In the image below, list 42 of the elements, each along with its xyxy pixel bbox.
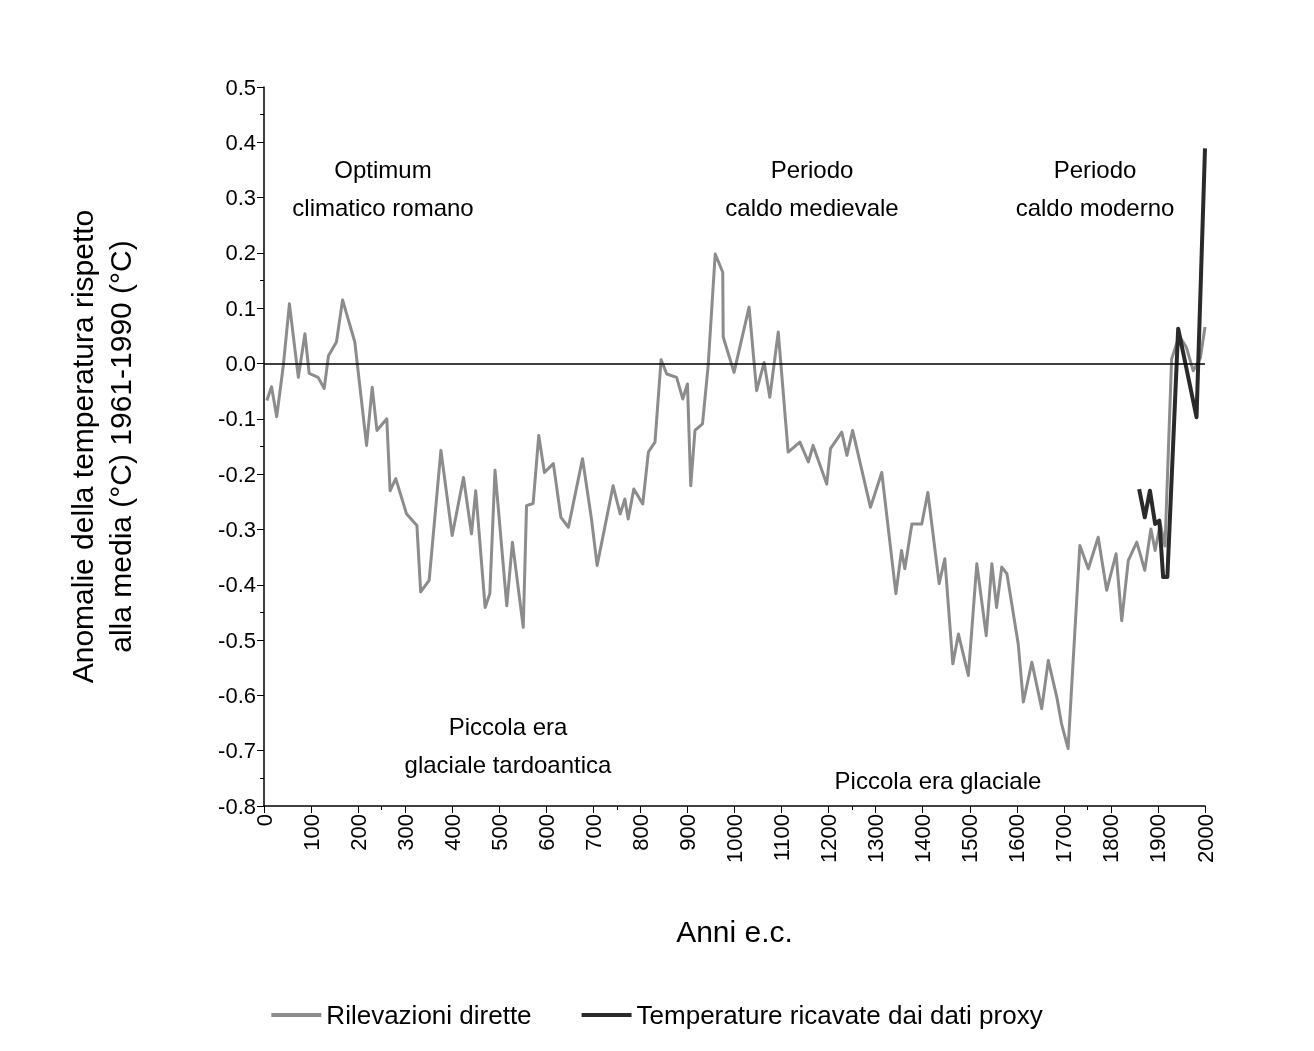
x-tick-label: 300: [392, 814, 418, 851]
y-axis-title: Anomalie della temperatura rispetto alla media (°C) 1961-1990 (°C): [65, 209, 137, 684]
y-tick-label: 0.5: [225, 74, 256, 100]
x-tick-label: 800: [627, 814, 653, 851]
y-tick-label: 0.0: [225, 351, 256, 377]
x-tick-label: 700: [580, 814, 606, 851]
y-tick-label: -0.4: [218, 572, 256, 598]
x-tick-label: 1700: [1051, 814, 1077, 863]
x-tick-label: 1000: [722, 814, 747, 863]
x-axis-title: Anni e.c.: [676, 914, 793, 948]
x-tick-label: 600: [533, 814, 559, 851]
x-tick-label: 1800: [1098, 814, 1124, 863]
annotation: Periodo caldo medievale: [725, 155, 899, 221]
y-tick-label: 0.3: [225, 185, 256, 211]
y-tick-label: 0.1: [225, 295, 256, 321]
y-tick-label: -0.2: [218, 461, 256, 487]
annotation: Periodo caldo moderno: [1015, 155, 1175, 221]
x-tick-label: 1400: [910, 814, 936, 863]
annotation: Piccola era glaciale tardoantica: [404, 712, 613, 778]
x-tick-label: 1200: [816, 814, 842, 863]
x-tick-label: 100: [298, 814, 324, 851]
x-tick-label: 1100: [769, 814, 795, 862]
x-tick-label: 2000: [1192, 814, 1218, 863]
legend-label: Rilevazioni dirette: [326, 1000, 532, 1030]
y-tick-label: -0.6: [218, 682, 256, 708]
x-tick-label: 500: [486, 814, 512, 851]
x-tick-label: 1900: [1145, 814, 1171, 863]
x-tick-label: 1300: [863, 814, 889, 863]
legend-label: Temperature ricavate dai dati proxy: [636, 1000, 1043, 1030]
x-tick-label: 1600: [1004, 814, 1030, 863]
y-tick-label: -0.3: [218, 516, 256, 542]
y-tick-label: -0.1: [218, 406, 256, 432]
y-tick-label: 0.4: [225, 129, 256, 155]
annotation: Piccola era glaciale: [834, 766, 1042, 794]
y-tick-label: -0.5: [218, 627, 256, 653]
y-tick-label: -0.7: [218, 738, 256, 764]
x-tick-label: 200: [345, 814, 371, 851]
x-tick-label: 1500: [957, 814, 983, 863]
x-tick-label: 900: [674, 814, 700, 851]
y-tick-label: 0.2: [225, 240, 256, 266]
annotation: Optimum climatico romano: [292, 155, 474, 221]
x-tick-label: 400: [439, 814, 465, 851]
